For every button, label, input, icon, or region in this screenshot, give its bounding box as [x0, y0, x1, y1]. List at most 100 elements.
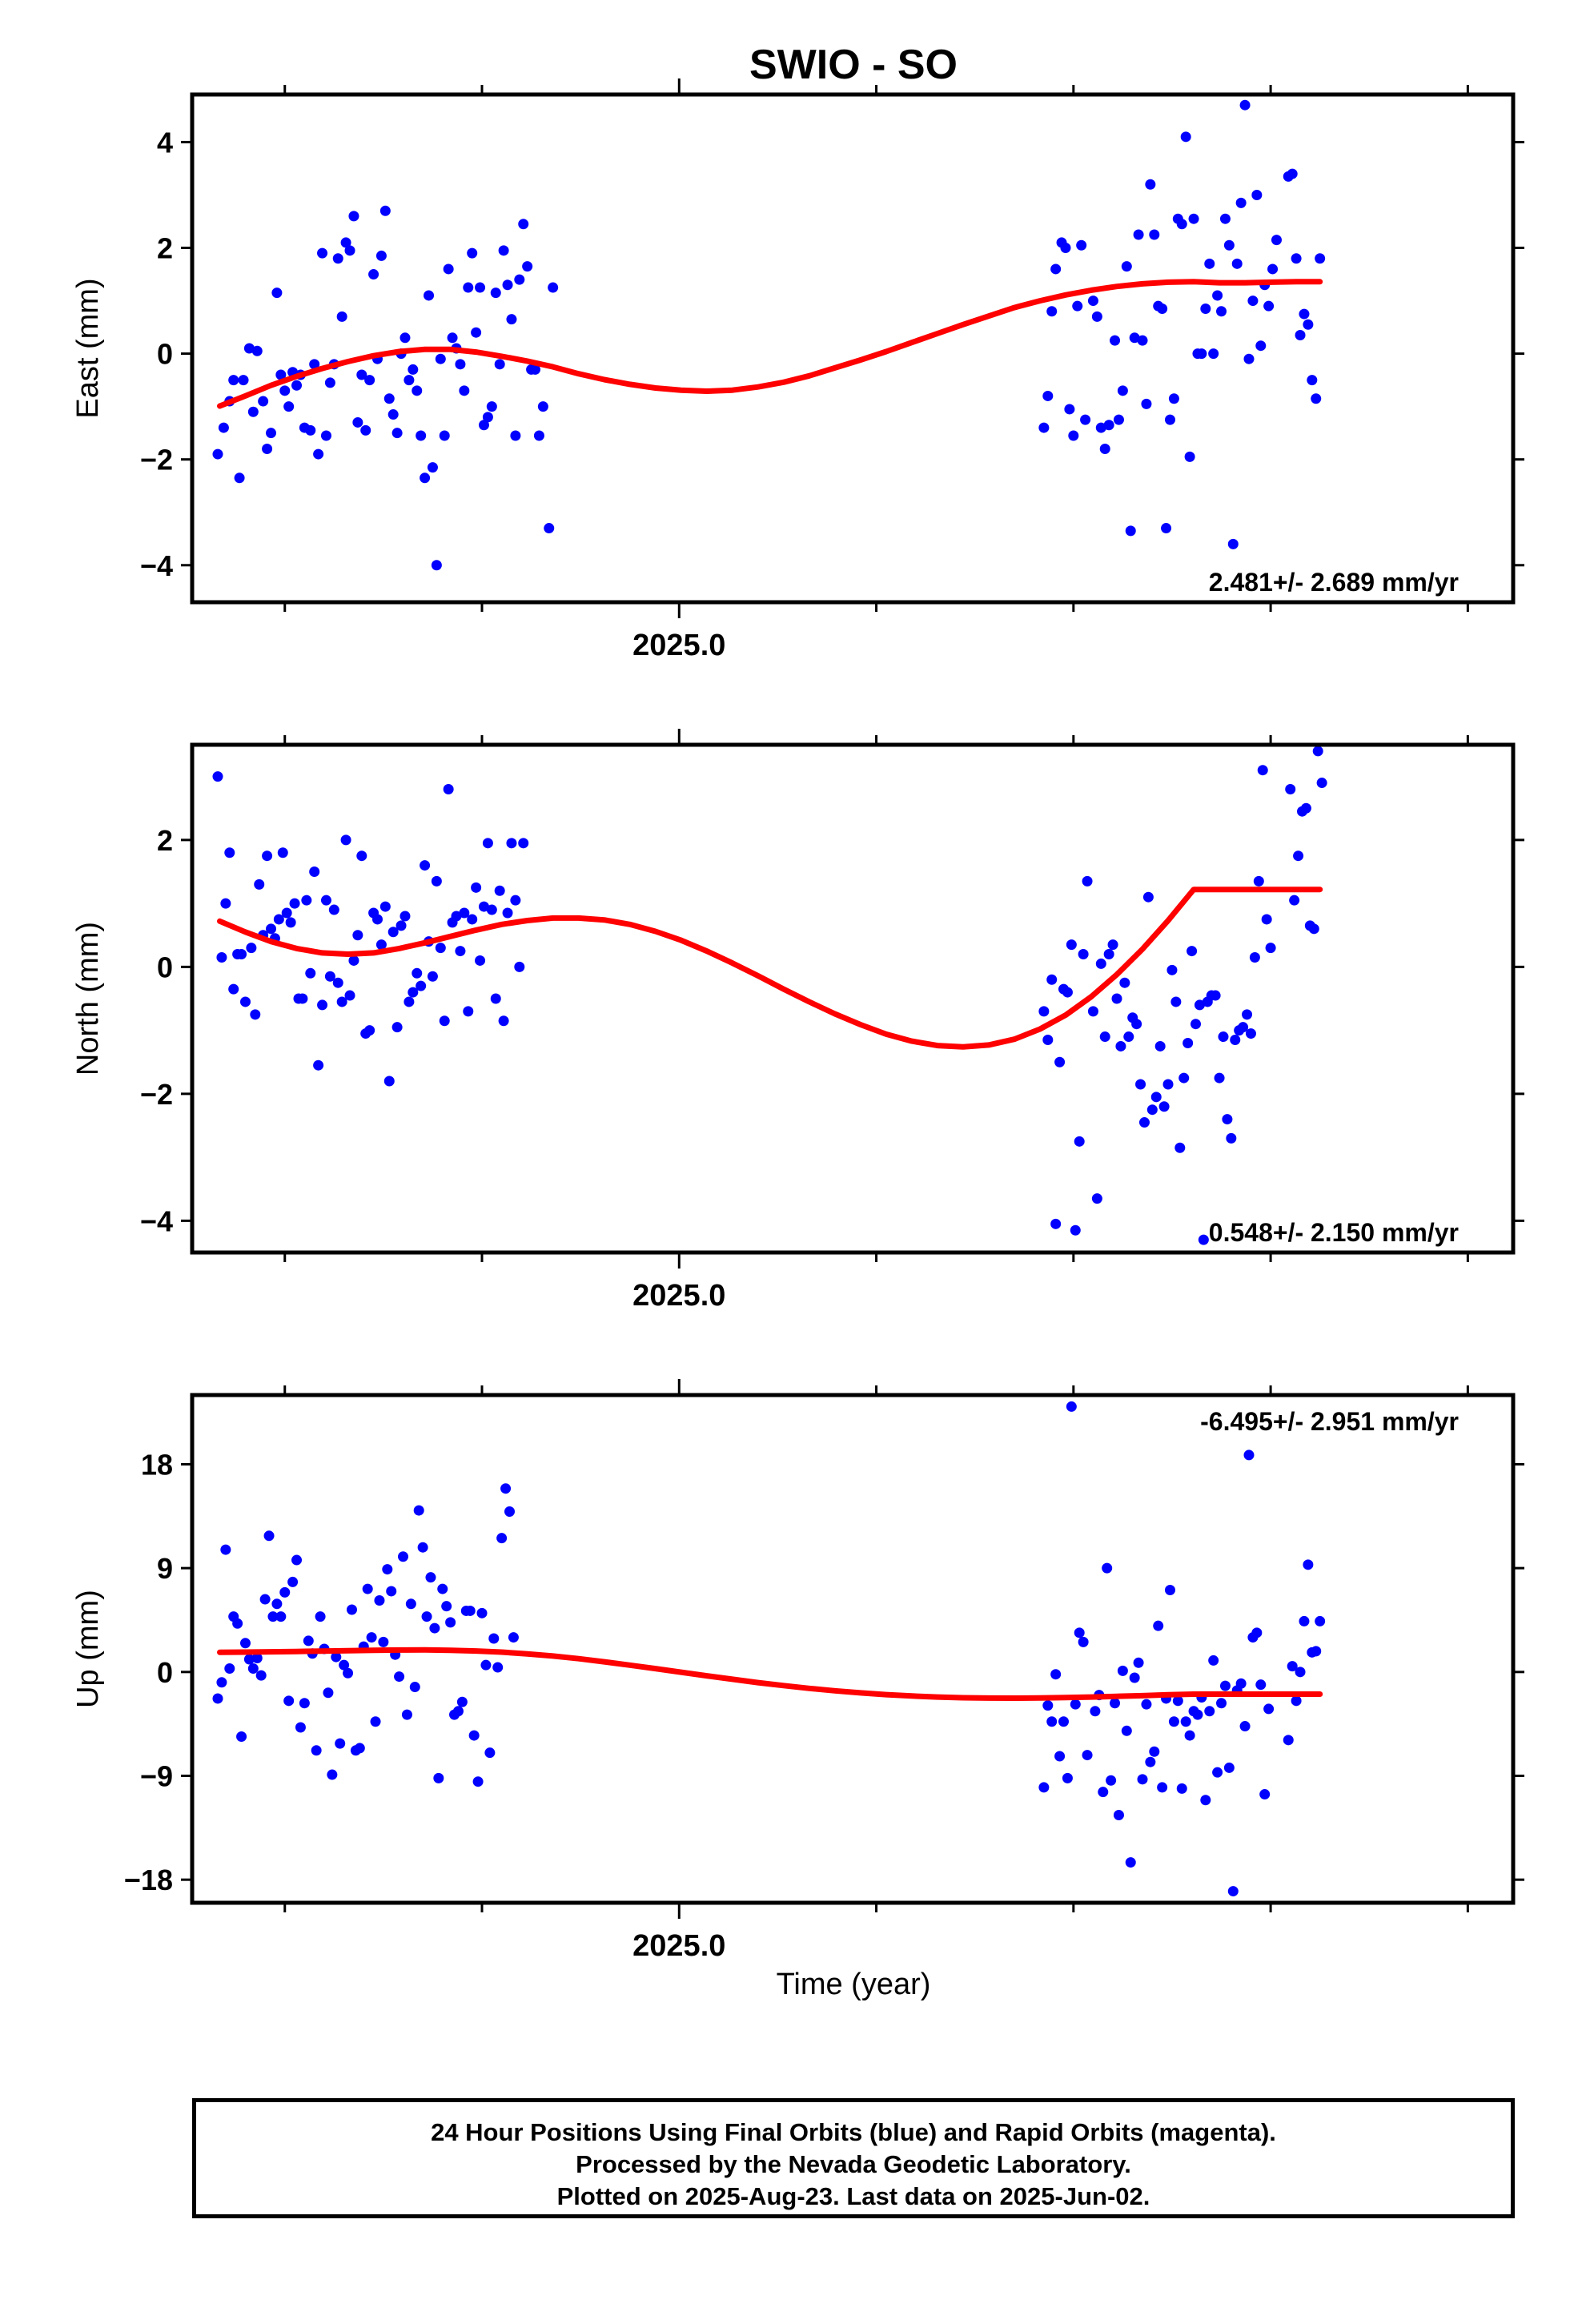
east-data-point [352, 416, 363, 428]
north-data-point [510, 895, 521, 906]
up-data-point [1082, 1750, 1093, 1761]
east-data-point [506, 314, 517, 325]
east-data-point [1046, 306, 1058, 317]
north-data-point [317, 999, 328, 1011]
up-data-point [1263, 1703, 1275, 1715]
north-data-point [459, 907, 470, 919]
east-data-point [439, 430, 450, 441]
north-data-point [391, 1022, 403, 1033]
up-data-point [1141, 1699, 1152, 1710]
north-data-point [1312, 746, 1323, 757]
north-data-point [228, 983, 239, 995]
north-data-point [1191, 1019, 1202, 1030]
north-ytick-label: −4 [140, 1204, 173, 1237]
east-data-point [360, 424, 371, 436]
east-data-point [1295, 329, 1306, 340]
east-data-point [518, 219, 529, 230]
north-data-point [412, 967, 423, 979]
north-data-point [1107, 939, 1118, 951]
north-data-point [328, 904, 339, 915]
north-data-point [336, 996, 347, 1007]
north-data-point [1162, 1079, 1174, 1090]
up-data-point [1133, 1657, 1144, 1668]
east-data-point [1231, 258, 1243, 269]
up-data-point [315, 1611, 326, 1622]
east-data-point [1113, 414, 1124, 425]
north-data-point [289, 898, 300, 909]
up-data-point [472, 1776, 484, 1787]
east-data-point [1133, 229, 1144, 240]
east-ytick-label: 2 [157, 232, 173, 265]
east-data-point [1307, 375, 1318, 386]
east-panel: −4 −2 0 2 4 2025.0 East (mm) 2.481+/- 2.689 mm/… [71, 78, 1524, 662]
up-plot-frame [190, 1393, 1516, 1905]
up-data-point [1157, 1782, 1168, 1793]
east-data-point [1121, 261, 1132, 272]
up-ytick-label: −9 [140, 1760, 173, 1793]
north-data-point [1158, 1101, 1170, 1112]
north-data-point [486, 904, 497, 915]
north-data-point [383, 1076, 395, 1087]
east-data-point [494, 359, 505, 370]
east-ytick-label: −2 [140, 444, 173, 476]
north-data-point [254, 879, 265, 890]
east-data-point [1287, 168, 1298, 179]
up-data-point [1038, 1782, 1050, 1793]
east-data-point [279, 385, 291, 396]
up-data-point [1255, 1679, 1267, 1691]
up-model-curve [217, 1647, 1323, 1701]
east-data-point [1263, 300, 1275, 312]
up-data-point [239, 1638, 251, 1649]
up-data-point [1090, 1706, 1101, 1717]
north-data-point [273, 914, 284, 925]
north-data-point [320, 895, 331, 906]
east-data-point [368, 269, 379, 280]
north-data-point [1261, 914, 1272, 925]
east-data-point [1060, 243, 1071, 254]
north-data-point [463, 1006, 474, 1017]
north-data-point [340, 834, 351, 846]
up-data-point [267, 1611, 279, 1622]
north-data-point [1115, 1040, 1126, 1051]
north-data-point [348, 955, 359, 966]
east-data-point [1180, 131, 1191, 143]
north-data-point [1091, 1193, 1102, 1204]
panels: −4 −2 0 2 4 2025.0 East (mm) 2.481+/- 2.689 mm/… [71, 78, 1524, 1963]
north-data-point [439, 1015, 450, 1027]
north-data-point [1119, 977, 1130, 988]
up-data-point [394, 1671, 405, 1683]
north-data-point [309, 866, 320, 877]
up-data-point [243, 1654, 255, 1665]
north-data-point [1070, 1224, 1081, 1236]
north-data-point [482, 838, 493, 849]
north-data-point [1293, 850, 1304, 862]
east-data-point [234, 472, 245, 484]
up-data-point [1058, 1716, 1070, 1727]
east-data-point [1216, 306, 1227, 317]
north-data-point [1242, 1009, 1253, 1020]
north-data-point [281, 907, 292, 919]
up-data-point [508, 1632, 519, 1643]
up-data-point [224, 1663, 235, 1674]
east-data-point [1103, 420, 1114, 431]
north-data-point [1050, 1218, 1062, 1229]
north-data-point [1316, 778, 1327, 789]
east-data-point [1291, 253, 1302, 264]
up-data-point [1066, 1401, 1077, 1412]
up-data-point [1176, 1783, 1187, 1794]
east-data-point [1076, 239, 1087, 251]
north-data-point [212, 771, 223, 782]
east-data-point [522, 261, 533, 272]
north-data-point [239, 996, 251, 1007]
north-data-point [443, 783, 454, 794]
up-data-point [303, 1635, 314, 1647]
east-data-point [435, 353, 446, 364]
east-data-point [1064, 404, 1075, 415]
east-data-point [463, 282, 474, 293]
up-data-point [1184, 1730, 1195, 1741]
east-data-point [1129, 332, 1140, 344]
east-data-point [1042, 390, 1054, 401]
north-data-point [1146, 1104, 1158, 1116]
up-data-point [1153, 1620, 1164, 1631]
